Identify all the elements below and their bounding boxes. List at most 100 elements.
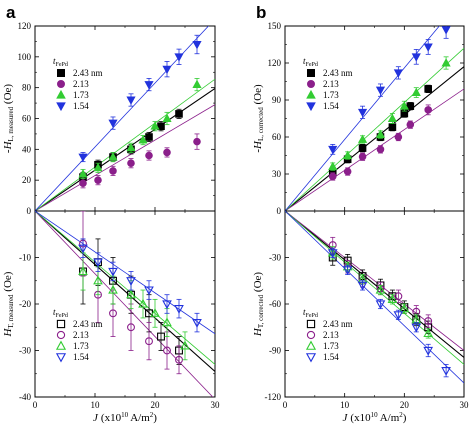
data-point [162,317,172,327]
y-tick-label: 60 [22,114,32,124]
data-point [56,319,66,329]
data-point [150,308,160,317]
legend-label: 1.54 [323,352,339,362]
y-tick-label: 120 [268,58,282,68]
x-axis-label-var: J [343,412,349,424]
data-point [375,129,386,138]
data-point [55,353,67,363]
legend-title: tFePd [303,307,318,319]
x-axis-label-exp2: 2 [399,411,403,419]
legend: tFePd 2.43 nm2.131.731.54 [53,56,103,112]
data-point [162,65,172,75]
data-point [342,266,353,276]
y-tick-label: 40 [22,144,32,154]
legend: tFePd 2.43 nm2.131.731.54 [303,56,353,112]
data-point [78,266,88,276]
data-point [423,43,433,52]
data-point [108,284,118,294]
data-point [138,135,148,144]
data-point [357,281,368,291]
data-point [399,101,409,110]
y-tick-label: -90 [269,346,281,356]
data-point [108,152,118,161]
legend-title-sub: FePd [56,62,68,68]
plot-area [35,26,215,211]
y-tick-label: 0 [277,206,282,216]
data-point [175,355,183,364]
y-tick-label: -20 [19,299,31,309]
legend-item: 2.43 nm [306,68,353,78]
series-2 [328,56,451,171]
data-point [306,89,316,99]
legend-title: tFePd [53,307,68,319]
x-axis-label: J (x1010 A/m2) [343,411,407,424]
legend-item: 1.73 [55,340,89,351]
legend-label: 2.13 [323,79,339,89]
fit-line [285,66,464,211]
data-point [193,137,201,146]
data-point [393,69,403,78]
y-axis-label: -HL, measured (Oe) [2,84,15,153]
legend-title: tFePd [303,56,318,68]
series-3 [328,26,451,155]
legend-label: 1.54 [73,352,89,362]
fit-line [35,211,215,365]
legend-label: 2.43 nm [323,319,353,329]
data-point [305,353,317,363]
data-point [109,309,117,318]
data-point [394,292,403,301]
y-axis-label-sub: T, corrected [257,294,265,328]
data-point [192,79,202,89]
y-axis-label-unit: (Oe) [252,272,264,295]
fit-line [35,87,215,211]
data-point [127,159,135,168]
data-point [174,305,184,314]
fit-line [285,47,464,211]
data-point [145,151,153,160]
x-axis-label-close: ) [403,412,407,424]
fit-line [285,211,464,351]
data-point [343,150,353,159]
y-axis-label: HT, measured (Oe) [2,271,15,337]
legend-item: 2.13 [306,330,339,340]
y-tick-label: 80 [22,83,32,93]
legend-title-var: t [303,307,306,317]
series-3 [78,238,202,333]
data-point [144,81,154,90]
data-point [327,249,338,259]
legend-label: 2.13 [323,330,339,340]
panel-letter-b: b [256,3,266,22]
data-point [328,161,338,171]
x-axis-label-close: ) [153,412,157,424]
data-point [357,108,368,118]
x-axis-label-exp: 10 [371,411,379,419]
legend-label: 1.54 [323,101,339,111]
y-axis-label-sub: T, measured [7,294,15,329]
y-tick-label: 0 [27,206,32,216]
plot-a-top: 0 20 40 60 80 100 120 -HL, measured (Oe) tFePd 2.… [2,21,216,216]
legend-title-sub: FePd [306,313,318,319]
data-point [375,284,386,294]
data-point [93,258,103,268]
y-tick-label: -40 [19,392,31,402]
y-tick-label: 100 [18,52,32,62]
fit-line [35,104,215,211]
data-point [56,330,66,340]
data-point [358,152,367,161]
data-point [145,337,153,346]
y-tick-label: 20 [22,175,32,185]
series-1 [79,133,201,189]
data-point [306,330,316,340]
y-axis-label-unit: (Oe) [252,84,264,107]
legend-item: 1.54 [305,352,339,363]
x-tick-label: 10 [340,400,350,410]
fit-line [35,211,214,397]
y-axis-label: HT, corrected (Oe) [252,272,265,337]
y-tick-label: -120 [265,392,282,402]
fit-line [285,211,464,358]
x-tick-label: 20 [400,400,410,410]
data-point [399,303,410,313]
x-tick-label: 0 [283,400,288,410]
legend-item: 2.13 [306,79,339,89]
x-tick-label: 10 [91,400,101,410]
